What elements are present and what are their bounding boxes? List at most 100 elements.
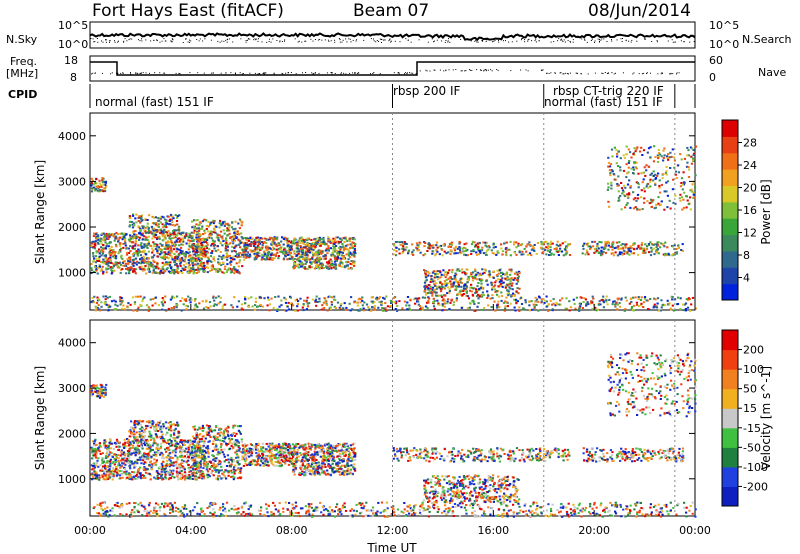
scatter-cell	[367, 306, 370, 309]
scatter-cell	[313, 245, 316, 248]
scatter-cell	[299, 260, 302, 263]
scatter-cell	[115, 255, 118, 258]
scatter-cell	[221, 237, 224, 240]
scatter-cell	[192, 268, 195, 271]
scatter-cell	[656, 174, 659, 177]
scatter-cell	[432, 244, 435, 247]
scatter-cell	[206, 239, 209, 241]
scatter-cell	[105, 185, 108, 188]
scatter-cell	[251, 305, 254, 308]
scatter-cell	[185, 262, 188, 265]
scatter-cell	[582, 301, 585, 303]
scatter-cell	[254, 251, 257, 254]
scatter-cell	[125, 470, 128, 473]
scatter-cell	[145, 257, 148, 260]
scatter-cell	[217, 258, 220, 261]
scatter-cell	[476, 289, 480, 291]
scatter-cell	[98, 248, 101, 251]
scatter-cell	[652, 305, 656, 308]
noise-search-point	[560, 39, 561, 41]
scatter-cell	[618, 305, 622, 308]
scatter-cell	[151, 247, 154, 250]
noise-search-point	[124, 38, 126, 40]
scatter-cell	[505, 241, 508, 244]
scatter-cell	[532, 303, 535, 306]
scatter-cell	[686, 306, 690, 309]
scatter-cell	[655, 246, 658, 249]
noise-search-point	[591, 38, 593, 40]
scatter-cell	[431, 286, 435, 289]
scatter-cell	[95, 464, 98, 467]
scatter-cell	[635, 148, 638, 151]
scatter-cell	[419, 251, 422, 254]
scatter-cell	[434, 276, 437, 279]
scatter-cell	[492, 270, 495, 273]
scatter-cell	[120, 247, 123, 250]
scatter-cell	[162, 233, 165, 236]
scatter-cell	[607, 156, 610, 159]
scatter-cell	[176, 257, 179, 260]
noise-traces	[89, 32, 696, 43]
noise-search-point	[569, 40, 571, 42]
scatter-cell	[115, 235, 118, 238]
scatter-cell	[197, 267, 200, 269]
noise-search-point	[382, 39, 384, 41]
scatter-cell	[343, 247, 346, 250]
scatter-cell	[646, 186, 650, 189]
scatter-cell	[263, 237, 266, 240]
noise-search-point	[599, 39, 600, 41]
scatter-cell	[382, 296, 385, 299]
scatter-cell	[448, 269, 451, 272]
scatter-cell	[346, 264, 349, 267]
scatter-cell	[434, 273, 437, 276]
scatter-cell	[486, 290, 489, 293]
scatter-cell	[312, 248, 315, 251]
scatter-cell	[411, 243, 414, 246]
scatter-cell	[336, 301, 340, 304]
scatter-cell	[132, 231, 135, 234]
scatter-cell	[196, 255, 199, 258]
scatter-cell	[385, 309, 388, 312]
scatter-cell	[351, 238, 354, 241]
scatter-cell	[496, 269, 499, 272]
scatter-cell	[145, 243, 148, 246]
scatter-cell	[118, 261, 121, 264]
freq-label: Freq.	[10, 55, 38, 68]
nave-point	[580, 73, 582, 74]
scatter-cell	[319, 244, 322, 247]
scatter-cell	[230, 260, 233, 263]
scatter-cell	[649, 241, 652, 244]
scatter-cell	[134, 230, 137, 232]
scatter-cell	[275, 248, 278, 251]
scatter-cell	[626, 195, 629, 198]
scatter-cell	[435, 249, 438, 252]
scatter-cell	[620, 208, 623, 211]
scatter-cell	[219, 241, 222, 244]
scatter-cell	[119, 300, 122, 303]
scatter-cell	[586, 243, 589, 246]
scatter-cell	[640, 146, 643, 149]
scatter-cell	[276, 308, 279, 311]
scatter-cell	[627, 171, 630, 174]
scatter-cell	[304, 267, 307, 270]
scatter-cell	[192, 253, 195, 256]
scatter-cell	[547, 310, 550, 312]
scatter-cell	[657, 157, 660, 160]
noise-search-point	[475, 39, 477, 41]
scatter-cell	[196, 262, 200, 265]
scatter-cell	[583, 242, 586, 245]
scatter-cell	[634, 296, 637, 299]
scatter-cell	[98, 182, 101, 185]
scatter-cell	[189, 301, 192, 304]
scatter-cell	[613, 247, 616, 250]
scatter-cell	[442, 308, 445, 311]
scatter-cell	[318, 267, 321, 270]
scatter-cell	[102, 258, 105, 261]
scatter-cell	[622, 169, 626, 172]
scatter-cell	[171, 215, 174, 218]
noise-search-point	[226, 41, 228, 43]
nave-point	[425, 69, 427, 71]
scatter-cell	[140, 268, 143, 271]
scatter-cell	[606, 240, 609, 243]
scatter-cell	[173, 257, 176, 260]
